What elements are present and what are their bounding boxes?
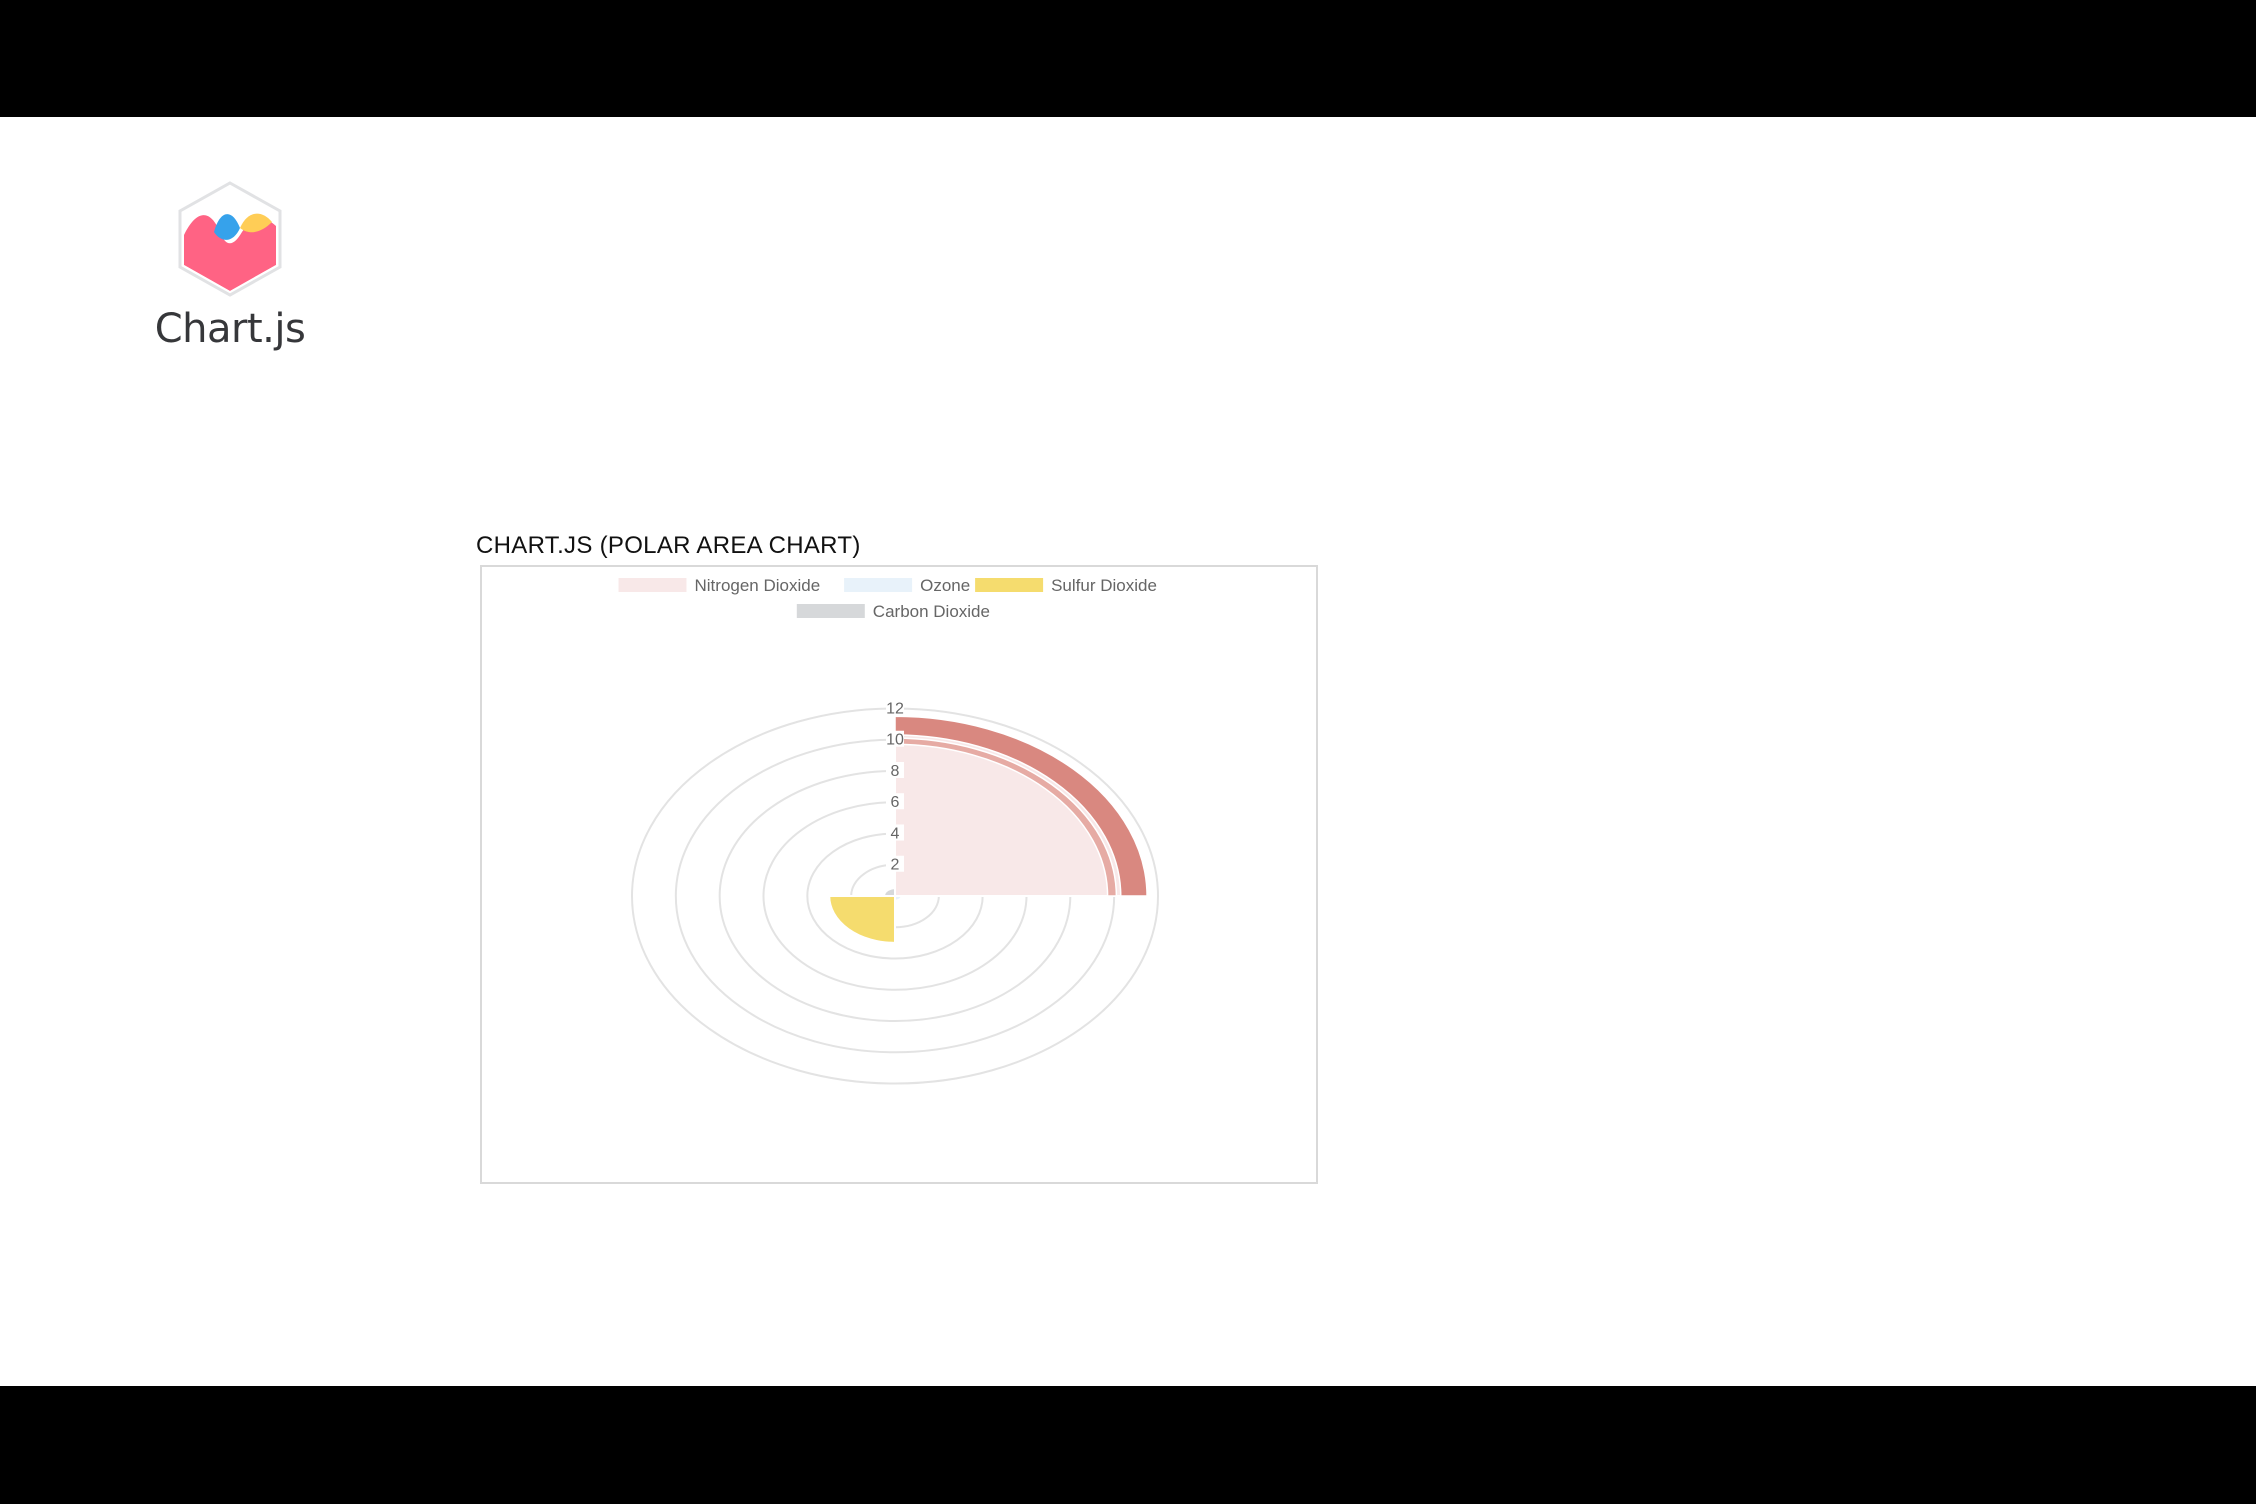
tick-label: 6 [891,794,900,811]
polar-area-chart: 2 4 6 8 10 12 Nitrogen Dioxide Ozone Sulfur Diox… [480,565,1318,1184]
sector-sulfur-dioxide [828,895,896,944]
sector-highlight-ring [894,715,1148,897]
tick-label-backdrop [886,761,904,778]
brand: Chart.js [150,180,310,352]
brand-name: Chart.js [154,306,306,352]
tick-label: 8 [891,763,900,780]
legend-swatch [844,578,913,592]
sector-highlight-ring [894,737,1118,897]
legend-swatch [975,578,1044,592]
tick-label-backdrop [886,793,904,810]
legend-label: Nitrogen Dioxide [695,576,821,595]
legend-swatch [796,604,865,618]
legend-swatch [618,578,687,592]
tick-label: 4 [891,825,900,842]
chart-canvas: 2 4 6 8 10 12 Nitrogen Dioxide Ozone Sulfur Diox… [618,576,1159,1085]
tick-label-backdrop [886,730,904,747]
tick-label: 2 [891,857,900,874]
tick-label-backdrop [886,699,904,716]
legend-label: Sulfur Dioxide [1051,576,1157,595]
tick-label-backdrop [886,824,904,841]
chartjs-logo-icon [178,181,282,297]
legend-label: Carbon Dioxide [873,602,990,621]
tick-label: 12 [886,700,904,717]
chart-title: CHART.JS (POLAR AREA CHART) [476,532,861,559]
legend-label: Ozone [920,576,970,595]
sector-carbon-dioxide [883,887,896,897]
tick-label: 10 [886,732,904,749]
tick-label-backdrop [886,855,904,872]
